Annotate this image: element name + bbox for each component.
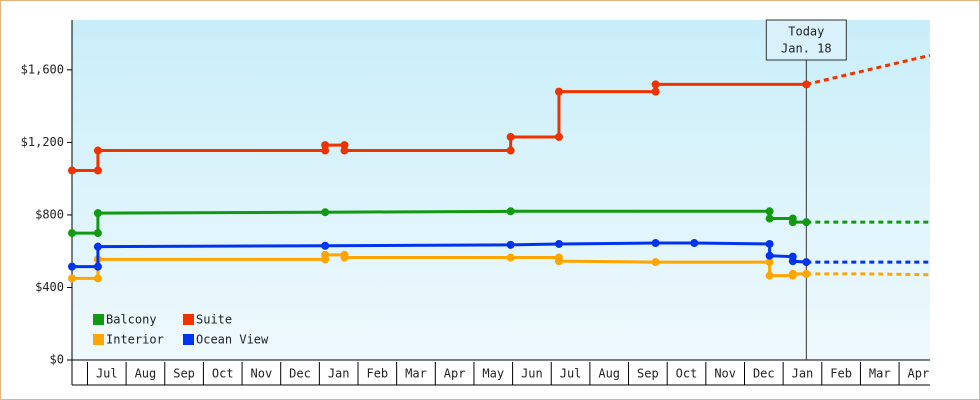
point	[321, 241, 330, 250]
legend-swatch	[183, 334, 194, 345]
point	[506, 240, 515, 249]
x-tick-label: Dec	[289, 367, 311, 381]
point	[93, 209, 102, 218]
x-tick-label: Jul	[560, 367, 582, 381]
x-tick-label: Aug	[598, 367, 620, 381]
point	[93, 242, 102, 251]
legend-swatch	[93, 334, 104, 345]
point	[68, 166, 76, 175]
point	[802, 269, 811, 278]
point	[93, 274, 102, 283]
point	[506, 253, 515, 262]
point	[765, 214, 774, 223]
x-tick-label: Apr	[908, 367, 930, 381]
forecast-line	[805, 53, 931, 86]
legend-label: Ocean View	[196, 333, 269, 347]
today-label: Today	[788, 25, 824, 39]
x-tick-label: Mar	[869, 367, 891, 381]
x-tick-label: Oct	[212, 367, 234, 381]
point	[788, 269, 797, 278]
series-line	[72, 82, 807, 173]
point	[765, 207, 774, 216]
point	[93, 166, 102, 175]
point	[765, 271, 774, 280]
point	[506, 207, 515, 216]
today-box	[765, 19, 847, 61]
x-tick-label: Dec	[753, 367, 775, 381]
point	[340, 253, 349, 262]
point	[802, 80, 811, 89]
legend-label: Interior	[106, 333, 164, 347]
forecast-line	[806, 272, 931, 277]
y-tick-label: $800	[35, 207, 64, 221]
y-tick-label: $400	[35, 280, 64, 294]
legend-swatch	[183, 314, 194, 325]
point	[321, 208, 330, 217]
x-tick-label: Aug	[135, 367, 157, 381]
point	[554, 257, 563, 266]
point	[765, 258, 774, 267]
x-tick-label: Jun	[521, 367, 543, 381]
point	[765, 251, 774, 260]
point	[651, 87, 660, 96]
y-tick-label: $1,600	[21, 62, 64, 76]
point	[788, 218, 797, 227]
x-tick-label: Jan	[328, 367, 350, 381]
x-tick-label: Apr	[444, 367, 466, 381]
point	[788, 257, 797, 266]
point	[690, 239, 699, 248]
point	[802, 218, 811, 227]
y-tick-label: $0	[50, 353, 64, 367]
point	[765, 239, 774, 248]
point	[93, 146, 102, 155]
point	[68, 229, 76, 238]
plot-area	[72, 20, 930, 360]
x-tick-label: Nov	[251, 367, 273, 381]
series-line	[72, 253, 807, 280]
point	[68, 262, 76, 271]
legend-label: Balcony	[106, 313, 157, 327]
legend-swatch	[93, 314, 104, 325]
point	[340, 146, 349, 155]
point	[93, 229, 102, 238]
x-tick-label: Jul	[96, 367, 118, 381]
x-tick-label: Oct	[676, 367, 698, 381]
point	[321, 141, 330, 150]
x-tick-label: Jan	[792, 367, 814, 381]
legend-label: Suite	[196, 313, 232, 327]
today-label: Jan. 18	[781, 42, 832, 56]
point	[321, 250, 330, 259]
point	[802, 258, 811, 267]
point	[506, 132, 515, 141]
point	[651, 80, 660, 89]
x-tick-label: Mar	[405, 367, 427, 381]
x-tick-label: Sep	[637, 367, 659, 381]
point	[554, 87, 563, 96]
x-tick-label: May	[482, 367, 504, 381]
point	[651, 239, 660, 248]
point	[506, 146, 515, 155]
point	[651, 258, 660, 267]
x-tick-label: Feb	[366, 367, 388, 381]
point	[554, 239, 563, 248]
point	[554, 132, 563, 141]
x-tick-label: Feb	[830, 367, 852, 381]
point	[93, 262, 102, 271]
x-tick-label: Sep	[173, 367, 195, 381]
x-tick-label: Nov	[714, 367, 736, 381]
point	[68, 274, 76, 283]
y-tick-label: $1,200	[21, 135, 64, 149]
